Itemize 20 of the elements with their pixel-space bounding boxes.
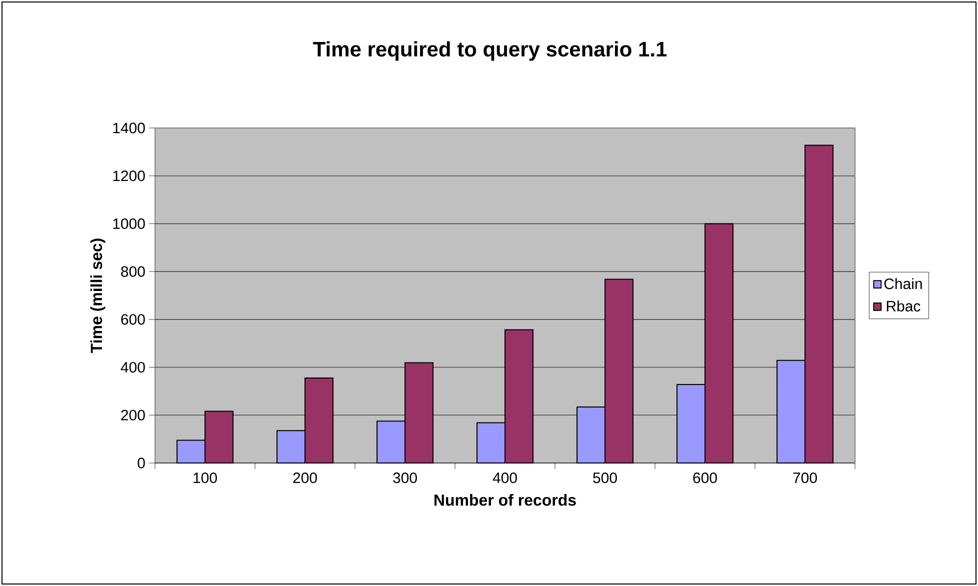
x-tick-label: 700 [793, 472, 817, 484]
chart-title: Time required to query scenario 1.1 [313, 41, 667, 61]
x-axis-title: Number of records [434, 494, 576, 506]
y-tick-label: 800 [121, 266, 145, 277]
legend-label: Rbac [886, 300, 920, 312]
x-tick-label: 100 [194, 472, 217, 484]
y-tick-label: 400 [120, 362, 145, 373]
x-tick-label: 400 [492, 472, 517, 484]
x-tick-label: 500 [593, 472, 617, 484]
y-tick-label: 1400 [113, 122, 145, 134]
y-tick-label: 1200 [113, 170, 145, 182]
x-tick-label: 600 [693, 472, 717, 484]
x-tick-label: 300 [393, 472, 417, 484]
legend-label: Chain [884, 278, 922, 290]
y-tick-label: 200 [121, 410, 145, 420]
y-tick-label: 600 [121, 314, 145, 325]
x-tick-label: 200 [293, 472, 317, 484]
y-tick-label: 1000 [113, 218, 145, 230]
y-axis-title: Time (milli sec) [90, 238, 106, 353]
y-tick-label: 0 [138, 458, 145, 468]
